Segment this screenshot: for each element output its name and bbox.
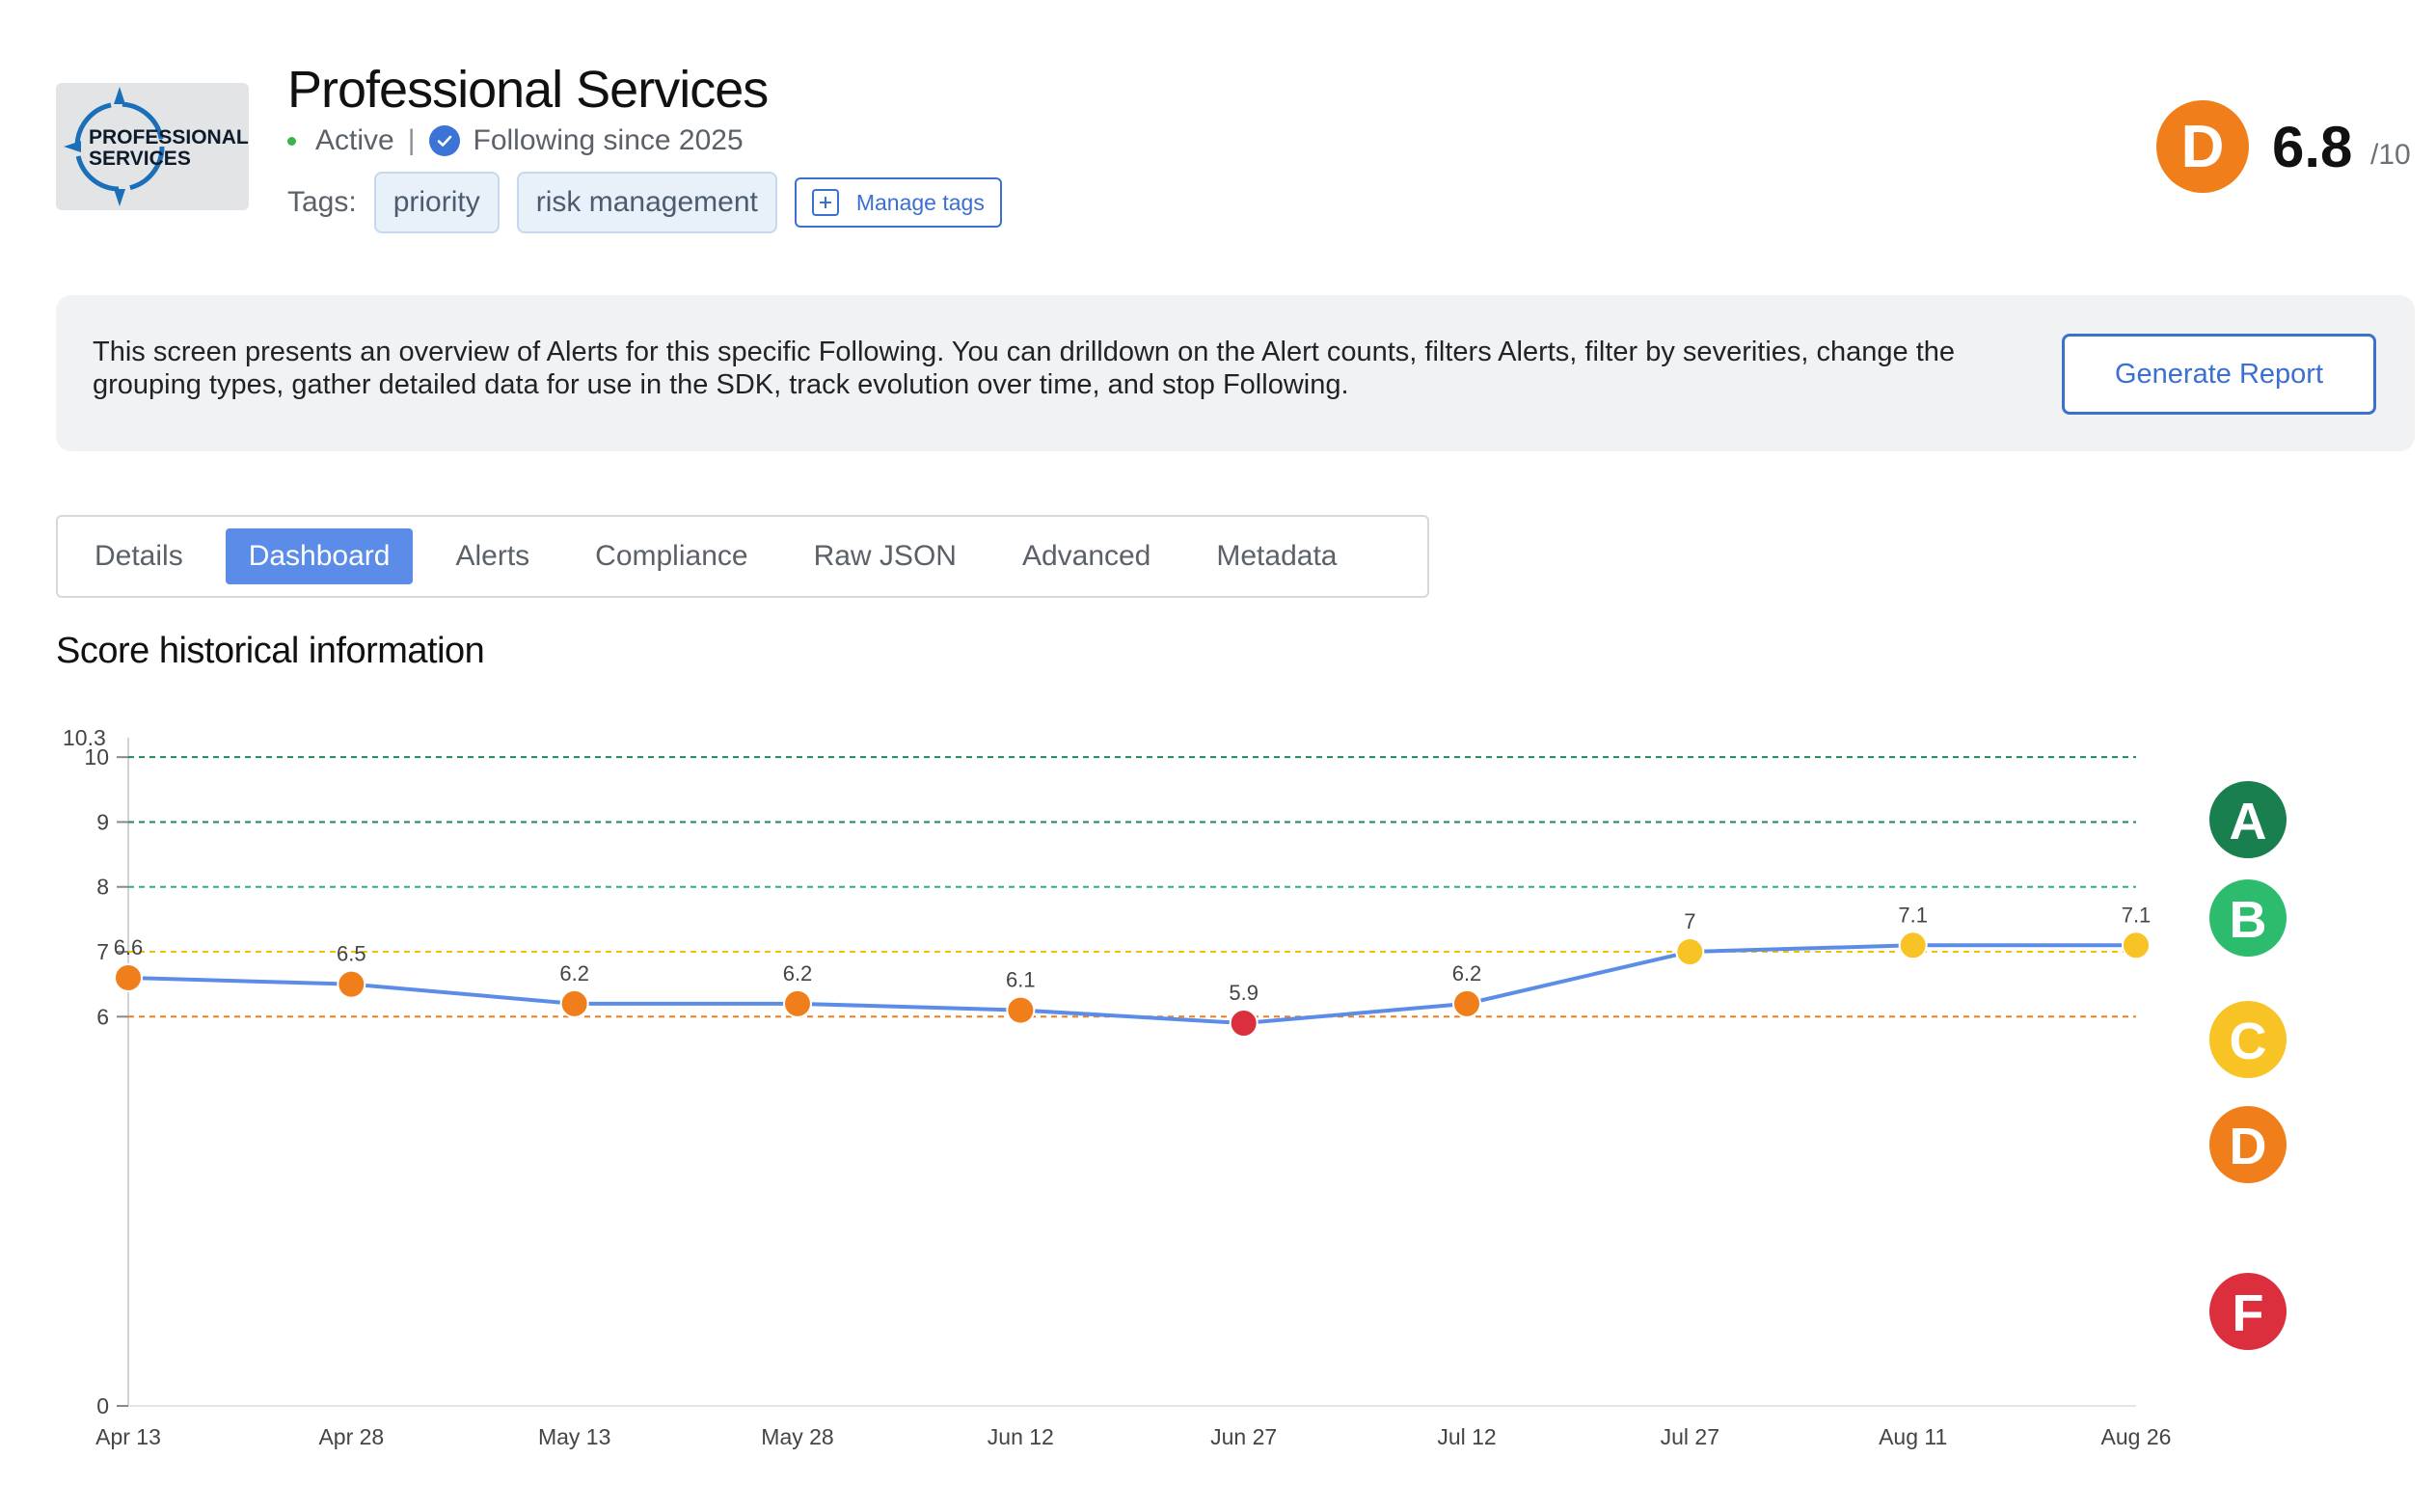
x-tick-label: Jun 27 <box>1210 1424 1277 1449</box>
y-tick-label: 7 <box>96 939 109 964</box>
data-point-label: 6.2 <box>783 961 813 986</box>
x-tick-label: Apr 28 <box>318 1424 384 1449</box>
logo-text-line2: SERVICES <box>89 148 191 170</box>
tag-priority[interactable]: priority <box>373 172 500 233</box>
info-panel: This screen presents an overview of Aler… <box>56 295 2415 451</box>
verified-check-icon <box>428 125 460 156</box>
y-tick-label: 6 <box>96 1004 109 1029</box>
data-point-label: 7.1 <box>1898 903 1928 927</box>
y-tick-label: 10.3 <box>63 725 106 750</box>
y-tick-label: 0 <box>96 1393 109 1418</box>
x-tick-label: Aug 26 <box>2101 1424 2172 1449</box>
data-point-label: 6.6 <box>114 935 144 959</box>
x-tick-label: Jul 12 <box>1437 1424 1496 1449</box>
active-status-dot-icon <box>287 136 296 146</box>
tab-bar: Details Dashboard Alerts Compliance Raw … <box>56 515 1429 598</box>
page-title: Professional Services <box>287 61 769 119</box>
grade-legend-c-icon <box>2209 1001 2287 1078</box>
info-description: This screen presents an overview of Aler… <box>93 337 1956 400</box>
data-point-label: 6.1 <box>1006 968 1036 992</box>
tags-label: Tags: <box>287 186 357 218</box>
tab-details[interactable]: Details <box>95 540 183 572</box>
manage-tags-button[interactable]: Manage tags <box>794 177 1002 228</box>
data-point <box>1898 931 1928 960</box>
grade-legend-label: C <box>2230 1012 2267 1070</box>
data-point <box>559 988 589 1018</box>
logo-compass-icon <box>64 87 165 206</box>
overall-score: 6.8 <box>2272 115 2353 179</box>
grade-legend-label: B <box>2230 891 2267 949</box>
tab-advanced[interactable]: Advanced <box>1021 540 1151 572</box>
x-tick-label: Jul 27 <box>1661 1424 1719 1449</box>
x-tick-label: May 13 <box>538 1424 610 1449</box>
following-since-text: Following since 2025 <box>473 124 744 156</box>
score-series-line <box>127 943 2136 1026</box>
data-point <box>1675 937 1705 967</box>
data-point-label: 7 <box>1684 909 1695 933</box>
score-denominator: /10 <box>2370 139 2411 171</box>
company-logo: PROFESSIONAL SERVICES <box>56 83 249 210</box>
x-tick-label: Aug 11 <box>1879 1424 1947 1449</box>
y-tick-label: 8 <box>96 875 109 900</box>
data-point-label: 6.2 <box>559 961 589 986</box>
data-point-label: 7.1 <box>2122 903 2152 927</box>
grade-legend-f-icon <box>2209 1273 2287 1350</box>
data-point-label: 6.5 <box>337 942 366 966</box>
status-row: Active | Following since 2025 <box>287 123 744 158</box>
grade-legend-label: A <box>2230 793 2267 850</box>
tab-compliance[interactable]: Compliance <box>595 540 748 572</box>
data-point <box>1006 995 1036 1025</box>
grade-legend-a-icon <box>2209 781 2287 858</box>
tab-raw-json[interactable]: Raw JSON <box>813 540 957 572</box>
data-point <box>1229 1009 1259 1039</box>
grade-legend-label: D <box>2230 1118 2267 1175</box>
plus-icon <box>811 189 839 216</box>
grade-legend-label: F <box>2233 1284 2264 1342</box>
y-tick-label: 9 <box>96 809 109 834</box>
section-title: Score historical information <box>56 631 485 671</box>
data-point-label: 5.9 <box>1229 981 1259 1005</box>
data-point <box>1452 988 1481 1018</box>
overall-grade-badge: D <box>2156 100 2249 193</box>
generate-report-button[interactable]: Generate Report <box>2062 334 2376 415</box>
status-separator: | <box>407 124 416 156</box>
tags-row: Tags: priority risk management Manage ta… <box>287 172 1002 233</box>
x-tick-label: May 28 <box>761 1424 833 1449</box>
tag-risk-management[interactable]: risk management <box>516 172 777 233</box>
tab-metadata[interactable]: Metadata <box>1216 540 1338 572</box>
data-point <box>2122 931 2151 960</box>
data-point <box>783 988 812 1018</box>
tab-dashboard[interactable]: Dashboard <box>225 528 414 584</box>
tab-alerts[interactable]: Alerts <box>455 540 530 572</box>
x-tick-label: Jun 12 <box>988 1424 1054 1449</box>
manage-tags-label: Manage tags <box>855 189 985 215</box>
data-point <box>114 962 143 992</box>
grade-legend-b-icon <box>2209 879 2287 957</box>
x-tick-label: Apr 13 <box>95 1424 161 1449</box>
logo-text-line1: PROFESSIONAL <box>89 126 249 148</box>
status-text: Active <box>315 124 394 156</box>
data-point-label: 6.2 <box>1452 961 1482 986</box>
data-point <box>337 969 366 999</box>
y-tick-label: 10 <box>84 744 109 770</box>
grade-legend-d-icon <box>2209 1106 2287 1183</box>
